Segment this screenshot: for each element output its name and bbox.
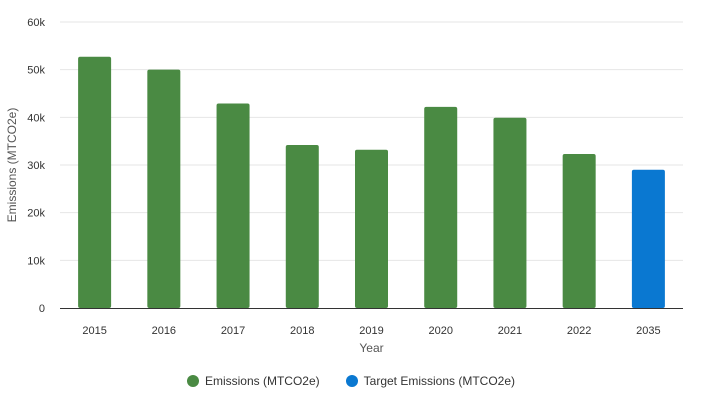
x-tick-label: 2018	[290, 325, 314, 337]
x-tick-label: 2022	[567, 325, 591, 337]
x-tick-label: 2016	[152, 325, 176, 337]
legend-item-emissions[interactable]: Emissions (MTCO2e)	[186, 374, 320, 388]
emissions-bar-2021[interactable]	[493, 117, 527, 308]
x-tick-label: 2020	[428, 325, 452, 337]
y-tick-label: 60k	[27, 17, 45, 29]
legend-item-target-emissions[interactable]: Target Emissions (MTCO2e)	[345, 374, 516, 388]
y-tick-label: 10k	[27, 255, 45, 267]
emissions-bar-2020[interactable]	[424, 106, 458, 308]
y-tick-label: 30k	[27, 160, 45, 172]
legend-marker-icon	[186, 375, 199, 387]
x-tick-label: 2019	[359, 325, 383, 337]
y-axis-ticks: 0 10k 20k 30k 40k 50k 60k	[27, 17, 45, 315]
x-tick-label: 2015	[82, 325, 106, 337]
emissions-bar-2017[interactable]	[216, 103, 250, 308]
x-axis-title: Year	[359, 341, 383, 355]
emissions-bar-2022[interactable]	[562, 154, 596, 308]
legend-label: Target Emissions (MTCO2e)	[363, 374, 516, 388]
x-tick-label: 2035	[636, 325, 660, 337]
emissions-bar-2019[interactable]	[355, 149, 388, 308]
y-axis-title: Emissions (MTCO2e)	[5, 108, 19, 223]
y-tick-label: 20k	[27, 208, 45, 220]
y-tick-label: 0	[39, 303, 45, 315]
emissions-bar-2015[interactable]	[78, 56, 112, 309]
legend: Emissions (MTCO2e) Target Emissions (MTC…	[0, 374, 702, 388]
x-tick-label: 2017	[221, 325, 245, 337]
legend-marker-icon	[345, 375, 358, 387]
target-emissions-bar-2035[interactable]	[631, 169, 665, 308]
emissions-bar-2018[interactable]	[285, 144, 319, 308]
x-axis-ticks: 2015 2016 2017 2018 2019 2020 2021 2022 2035	[82, 325, 660, 337]
y-tick-label: 50k	[27, 65, 45, 77]
y-tick-label: 40k	[27, 112, 45, 124]
emissions-bar-2016[interactable]	[147, 69, 181, 309]
bar-chart: 0 10k 20k 30k 40k 50k 60k 2015 2016 2017 2018 2019…	[5, 17, 683, 355]
bars	[78, 56, 665, 309]
x-tick-label: 2021	[498, 325, 522, 337]
legend-label: Emissions (MTCO2e)	[204, 374, 320, 388]
